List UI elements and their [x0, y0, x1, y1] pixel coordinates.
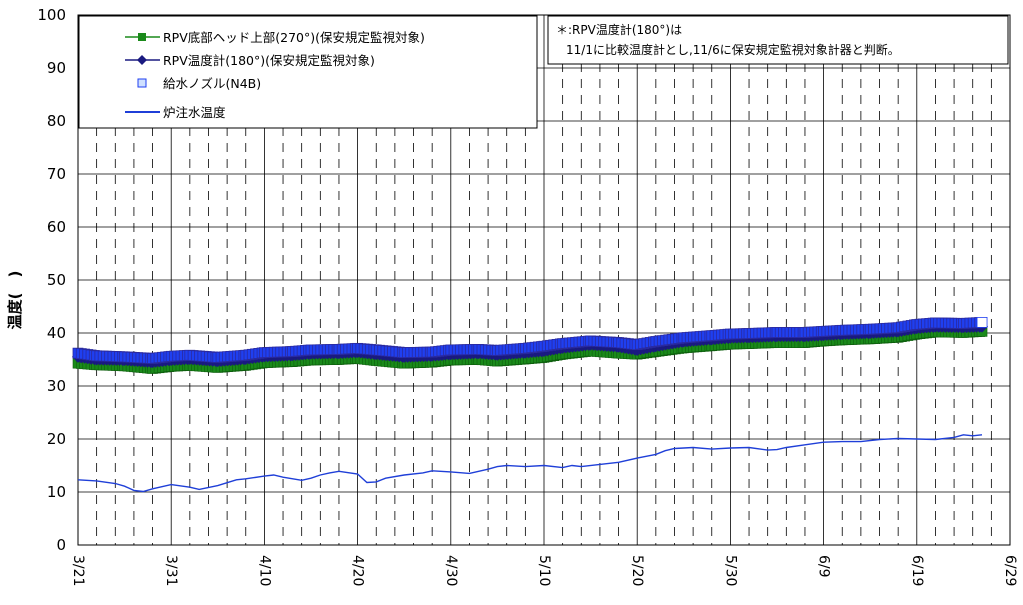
legend-entry-1: RPV底部ヘッド上部(270°)(保安規定監視対象) [125, 30, 425, 45]
legend-marker [137, 78, 147, 88]
legend-entry-3: 給水ノズル(N4B) [137, 76, 261, 91]
legend-label: RPV温度計(180°)(保安規定監視対象) [163, 53, 375, 68]
note-box [547, 15, 1009, 65]
x-tick-label: 3/21 [70, 555, 86, 586]
series-3 [72, 316, 988, 364]
y-tick-label: 60 [47, 218, 66, 236]
y-tick-label: 40 [47, 324, 66, 342]
y-tick-label: 80 [47, 112, 66, 130]
y-tick-label: 0 [56, 536, 66, 554]
axis-ticks: 0 10 20 30 40 50 60 70 80 90 100 3/21 3/31 4/10 4/20 4/… [37, 6, 1018, 586]
x-tick-label: 3/31 [163, 555, 179, 586]
x-tick-label: 6/19 [909, 555, 925, 586]
legend-marker [137, 55, 147, 65]
y-tick-label: 90 [47, 59, 66, 77]
x-tick-label: 6/29 [1002, 555, 1018, 586]
legend-label: 給水ノズル(N4B) [163, 76, 261, 91]
y-tick-label: 70 [47, 165, 66, 183]
legend-label: RPV底部ヘッド上部(270°)(保安規定監視対象) [163, 30, 425, 45]
legend: RPV底部ヘッド上部(270°)(保安規定監視対象) RPV温度計(180°)(保… [78, 15, 538, 129]
series-group [72, 316, 989, 493]
x-tick-label: 5/30 [722, 555, 738, 586]
legend-entry-2: RPV温度計(180°)(保安規定監視対象) [125, 53, 375, 68]
note-line-2: 11/1に比較温度計とし,11/6に保安規定監視対象計器と判断。 [566, 42, 900, 57]
series-line [77, 434, 983, 493]
y-tick-label: 20 [47, 430, 66, 448]
x-tick-label: 4/30 [443, 555, 459, 586]
x-tick-label: 5/20 [629, 555, 645, 586]
note-line-1: ＊:RPV温度計(180°)は [556, 22, 682, 37]
data-point [976, 316, 988, 328]
y-axis-label: 温度( ) [6, 271, 24, 330]
y-tick-label: 100 [37, 6, 66, 24]
series-4 [77, 434, 983, 493]
y-tick-label: 30 [47, 377, 66, 395]
annotation-box: ＊:RPV温度計(180°)は 11/1に比較温度計とし,11/6に保安規定監視対… [547, 15, 1009, 65]
x-tick-label: 5/10 [536, 555, 552, 586]
x-tick-label: 6/9 [816, 555, 832, 578]
legend-box [78, 15, 538, 129]
y-tick-label: 50 [47, 271, 66, 289]
x-tick-label: 4/20 [350, 555, 366, 586]
legend-label: 炉注水温度 [163, 105, 226, 120]
x-tick-label: 4/10 [256, 555, 272, 586]
legend-marker [138, 33, 146, 41]
legend-entry-4: 炉注水温度 [125, 105, 226, 120]
y-tick-label: 10 [47, 483, 66, 501]
